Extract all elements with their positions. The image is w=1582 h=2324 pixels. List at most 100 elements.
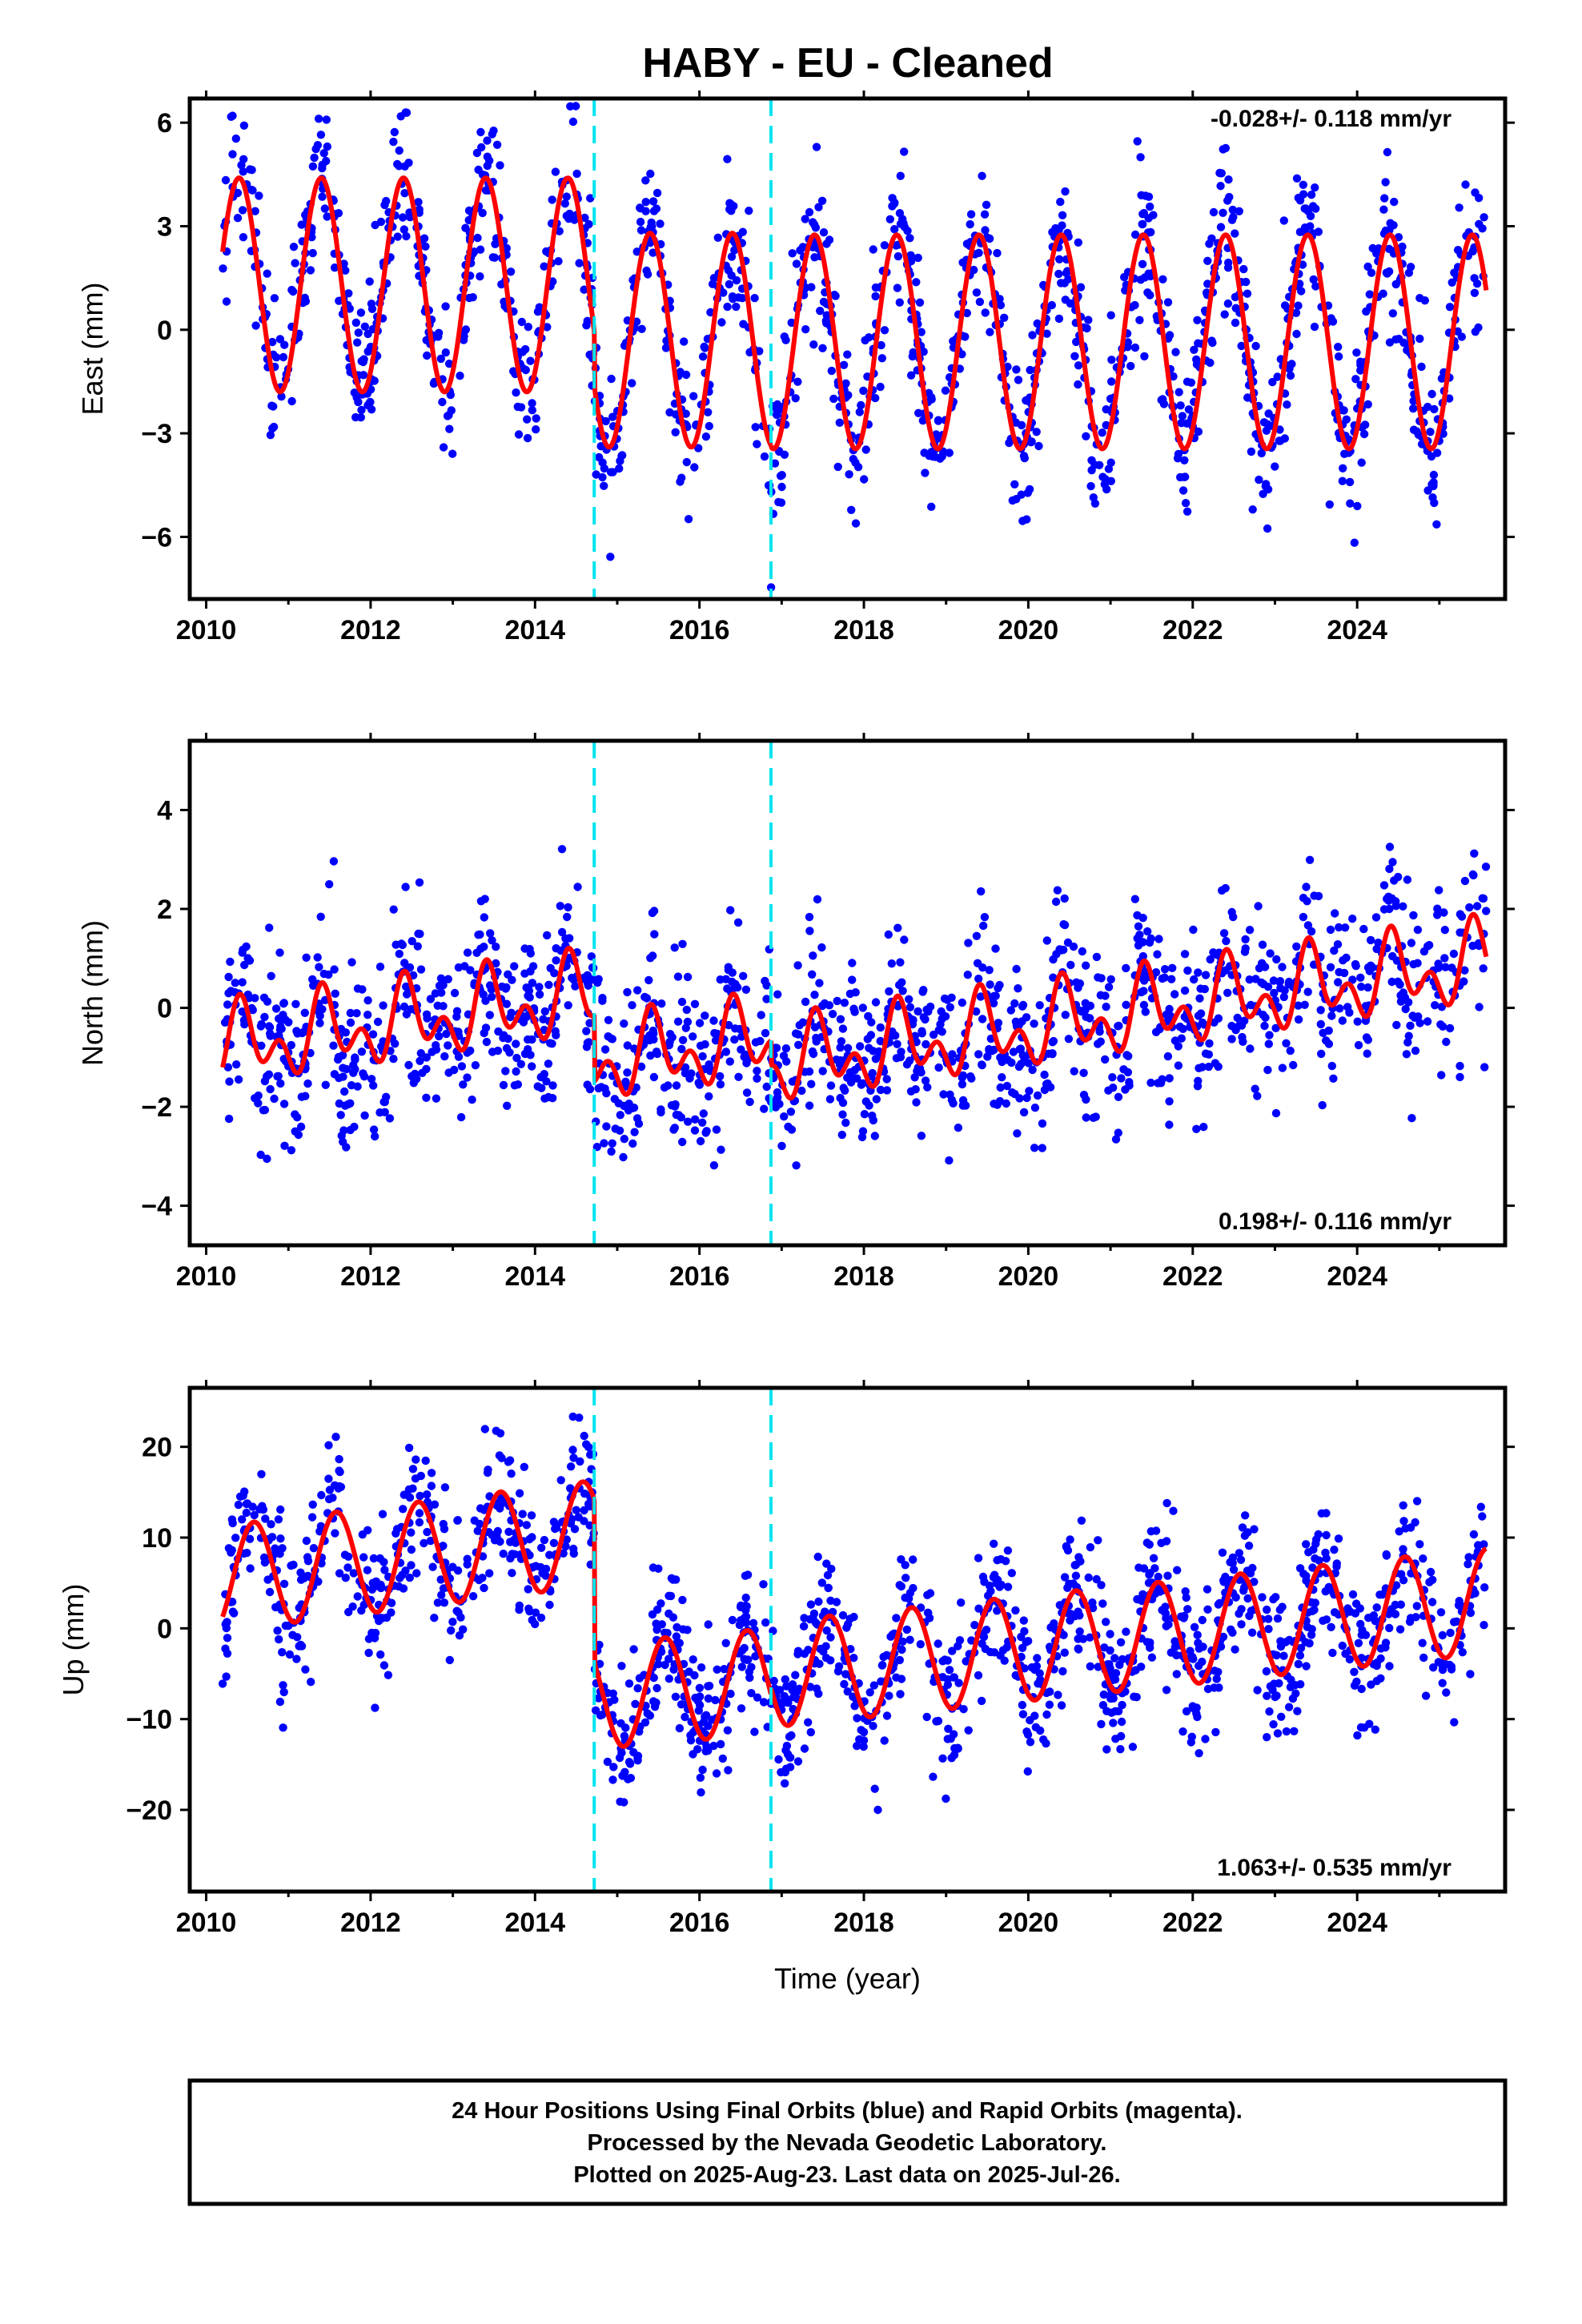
data-point	[1363, 400, 1372, 409]
data-point	[490, 253, 499, 262]
data-point	[781, 1044, 791, 1053]
data-point	[228, 150, 237, 159]
data-point	[857, 1080, 866, 1089]
data-point	[488, 130, 496, 139]
data-point	[954, 1642, 962, 1651]
data-point	[329, 1041, 338, 1050]
data-point	[954, 1124, 963, 1132]
data-point	[1163, 298, 1173, 307]
data-point	[291, 1127, 299, 1136]
data-point	[1146, 1078, 1155, 1088]
data-point	[446, 390, 455, 400]
data-point	[1328, 317, 1338, 326]
data-point	[334, 209, 343, 218]
data-point	[463, 1073, 472, 1082]
data-point	[806, 1727, 815, 1737]
data-point	[587, 952, 596, 961]
data-point	[510, 962, 519, 971]
data-point	[602, 1089, 611, 1098]
data-point	[1145, 1570, 1154, 1579]
data-point	[835, 418, 845, 427]
data-point	[733, 918, 743, 927]
data-point	[1169, 1506, 1178, 1515]
data-point	[1403, 1038, 1412, 1047]
data-point	[524, 1045, 532, 1054]
data-point	[222, 297, 231, 306]
data-point	[1193, 316, 1202, 324]
data-point	[554, 257, 563, 266]
data-point	[318, 163, 327, 173]
data-point	[1351, 375, 1360, 384]
x-tick-label: 2020	[998, 1261, 1059, 1292]
data-point	[1271, 1692, 1279, 1702]
data-point	[1019, 1108, 1029, 1117]
data-point	[786, 1108, 796, 1116]
data-point	[459, 1080, 468, 1089]
data-point	[1214, 1062, 1223, 1072]
data-point	[395, 949, 404, 959]
data-point	[1258, 1593, 1267, 1602]
data-point	[1099, 1690, 1109, 1699]
data-point	[1009, 1047, 1018, 1056]
data-point	[435, 1031, 444, 1041]
data-point	[648, 248, 657, 257]
data-point	[515, 1489, 524, 1498]
data-point	[416, 930, 424, 939]
data-point	[993, 248, 1002, 258]
data-point	[1227, 215, 1237, 224]
data-point	[713, 1665, 721, 1674]
data-point	[723, 1726, 733, 1735]
data-point	[817, 1578, 826, 1587]
data-point	[781, 336, 790, 344]
data-point	[238, 978, 247, 987]
data-point	[357, 405, 366, 415]
data-point	[683, 972, 693, 982]
data-point	[1201, 1735, 1210, 1743]
data-point	[1244, 1542, 1254, 1550]
data-point	[977, 887, 986, 896]
data-point	[375, 1616, 383, 1626]
data-point	[1117, 1717, 1126, 1727]
data-point	[331, 989, 339, 999]
x-tick-label: 2020	[998, 615, 1059, 645]
data-point	[556, 902, 564, 911]
data-point	[1074, 361, 1083, 370]
data-point	[761, 976, 769, 986]
data-point	[1034, 1679, 1042, 1688]
data-point	[322, 115, 331, 124]
data-point	[510, 1081, 520, 1090]
data-point	[259, 1553, 269, 1562]
data-point	[1335, 1004, 1344, 1013]
data-point	[1015, 1094, 1024, 1103]
data-point	[942, 1794, 950, 1803]
data-point	[1032, 1662, 1042, 1671]
data-point	[316, 912, 325, 922]
data-point	[315, 1019, 324, 1027]
data-point	[819, 228, 829, 237]
data-point	[551, 1524, 560, 1534]
data-point	[1074, 1553, 1083, 1562]
data-point	[893, 1039, 901, 1049]
data-point	[531, 1619, 540, 1629]
data-point	[1310, 1606, 1319, 1614]
data-point	[343, 1563, 352, 1572]
data-point	[1164, 1620, 1173, 1629]
data-point	[677, 1113, 685, 1122]
data-point	[250, 1510, 259, 1520]
data-point	[1379, 881, 1389, 890]
data-point	[1173, 1566, 1182, 1574]
data-point	[471, 1061, 480, 1070]
data-point	[1280, 986, 1289, 995]
data-point	[646, 1051, 655, 1060]
data-point	[1371, 1617, 1380, 1626]
data-point	[1470, 849, 1479, 858]
data-point	[620, 1019, 628, 1028]
data-point	[1038, 1119, 1047, 1128]
data-point	[1066, 1610, 1075, 1618]
data-point	[831, 292, 840, 300]
data-point	[504, 1458, 513, 1466]
data-point	[1368, 963, 1377, 972]
data-point	[1193, 1082, 1203, 1091]
data-point	[1158, 395, 1167, 404]
data-point	[428, 1047, 436, 1056]
